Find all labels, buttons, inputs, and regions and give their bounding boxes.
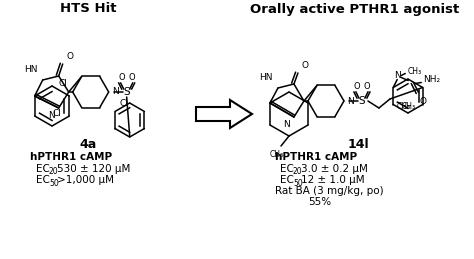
- Text: N: N: [48, 111, 55, 120]
- Text: CH₃: CH₃: [270, 150, 284, 159]
- Text: CH₃: CH₃: [407, 67, 421, 76]
- Text: HN: HN: [259, 73, 273, 82]
- Text: 12 ± 1.0 μM: 12 ± 1.0 μM: [301, 175, 365, 185]
- Text: N: N: [283, 120, 290, 129]
- Text: 4a: 4a: [79, 138, 97, 150]
- Text: 50: 50: [49, 178, 59, 188]
- Text: EC: EC: [280, 164, 294, 174]
- Text: HN: HN: [24, 65, 37, 74]
- Text: 20: 20: [293, 168, 302, 176]
- Text: HTS Hit: HTS Hit: [60, 3, 116, 16]
- Text: S: S: [123, 87, 130, 97]
- Text: Orally active PTHR1 agonist: Orally active PTHR1 agonist: [250, 3, 460, 16]
- Text: O: O: [354, 82, 360, 91]
- Text: O: O: [302, 61, 309, 70]
- Text: >1,000 μM: >1,000 μM: [57, 175, 114, 185]
- Text: 530 ± 120 μM: 530 ± 120 μM: [57, 164, 130, 174]
- Text: EC: EC: [36, 175, 50, 185]
- Text: O: O: [118, 73, 125, 82]
- Text: N: N: [394, 71, 401, 80]
- Text: EC: EC: [280, 175, 294, 185]
- Text: O: O: [419, 97, 426, 105]
- Text: Rat BA (3 mg/kg, po): Rat BA (3 mg/kg, po): [275, 186, 383, 196]
- Text: CH₃: CH₃: [401, 102, 416, 111]
- Text: NH₂: NH₂: [423, 75, 440, 84]
- Text: O: O: [67, 52, 73, 61]
- Text: S: S: [359, 96, 365, 106]
- Text: 55%: 55%: [308, 197, 331, 207]
- Polygon shape: [196, 100, 252, 128]
- Text: 20: 20: [49, 168, 59, 176]
- Text: Cl: Cl: [58, 79, 67, 88]
- Text: 14l: 14l: [347, 138, 369, 150]
- Text: EC: EC: [36, 164, 50, 174]
- Text: Cl: Cl: [120, 99, 129, 109]
- Text: Cl: Cl: [53, 110, 61, 119]
- Text: O: O: [364, 82, 370, 91]
- Text: 3.0 ± 0.2 μM: 3.0 ± 0.2 μM: [301, 164, 368, 174]
- Text: N: N: [347, 97, 354, 105]
- Text: N: N: [112, 88, 118, 97]
- Text: O: O: [128, 73, 135, 82]
- Text: CH₃: CH₃: [396, 102, 410, 111]
- Text: 50: 50: [293, 178, 303, 188]
- Text: hPTHR1 cAMP: hPTHR1 cAMP: [30, 152, 112, 162]
- Text: hPTHR1 cAMP: hPTHR1 cAMP: [275, 152, 357, 162]
